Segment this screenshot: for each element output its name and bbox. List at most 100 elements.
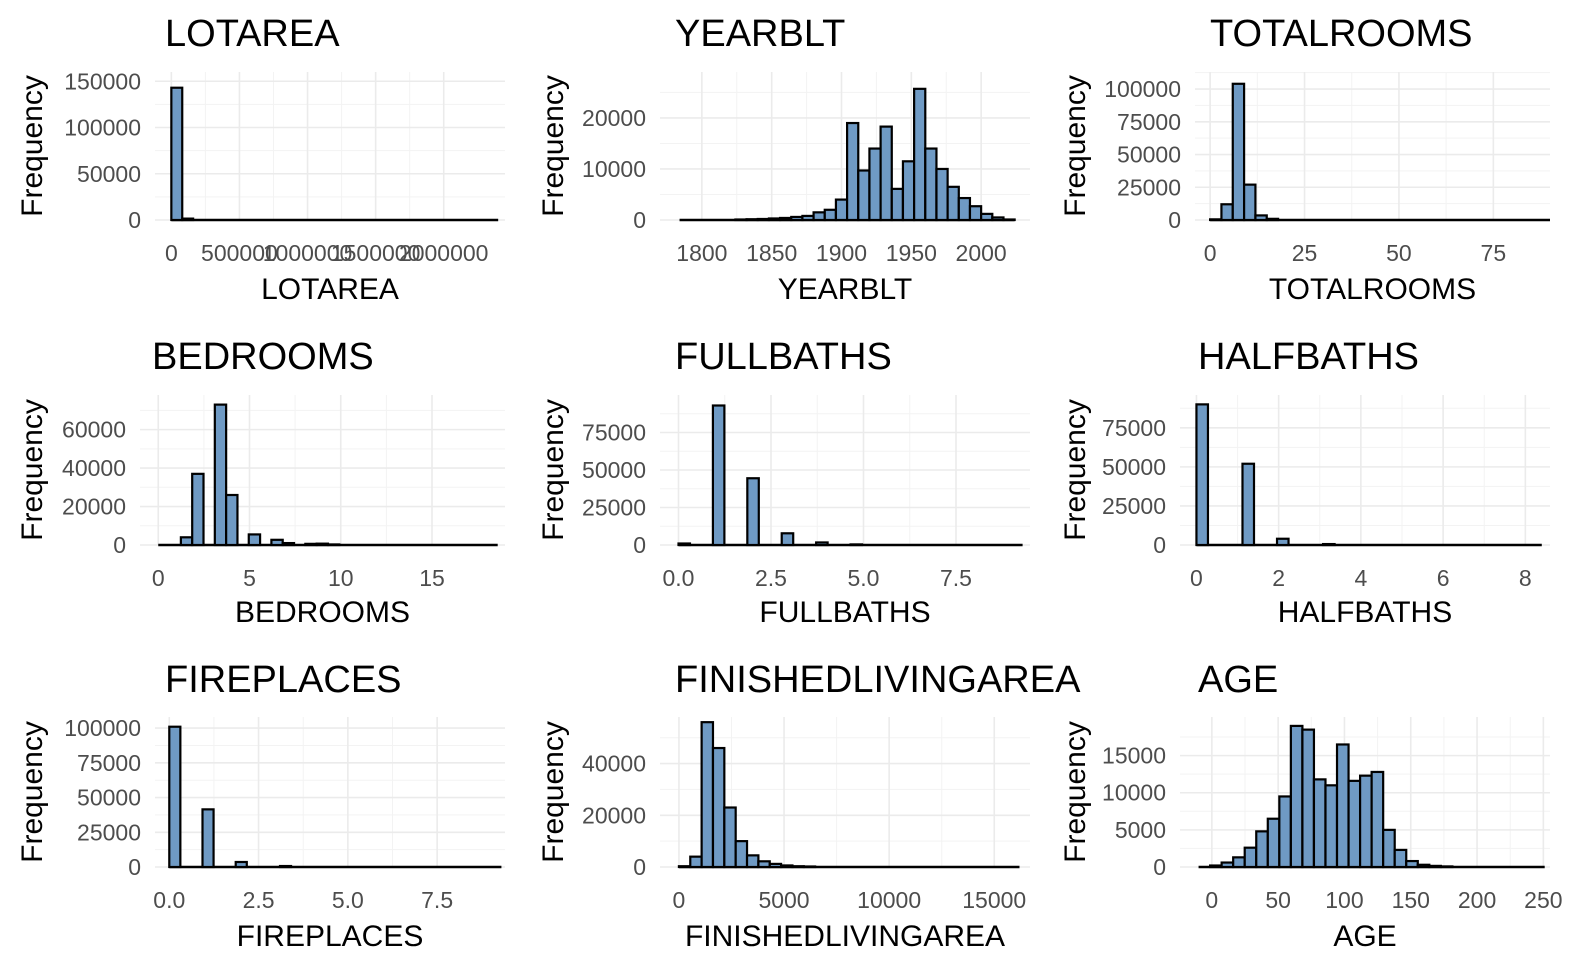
histogram-bar xyxy=(935,167,949,222)
x-tick-label: 10000 xyxy=(857,887,921,913)
y-axis-title: Frequency xyxy=(16,399,49,541)
y-axis-title: Frequency xyxy=(1059,721,1092,863)
histogram-bar xyxy=(780,532,795,547)
x-tick-label: 2.5 xyxy=(755,565,787,591)
y-tick-label: 20000 xyxy=(582,105,646,131)
histogram-bar xyxy=(857,169,871,222)
histogram-bar xyxy=(723,806,737,869)
histogram-bar xyxy=(968,205,983,222)
histogram-bar xyxy=(980,212,994,222)
histogram-bar xyxy=(1335,743,1350,869)
x-tick-label: 0 xyxy=(152,565,165,591)
x-axis-title: FINISHEDLIVINGAREA xyxy=(685,920,1005,953)
x-axis-title: BEDROOMS xyxy=(235,596,410,629)
histogram-bar xyxy=(315,542,330,547)
y-tick-label: 0 xyxy=(633,854,646,880)
x-tick-label: 0.0 xyxy=(663,565,695,591)
x-axis-title: FULLBATHS xyxy=(759,596,930,629)
y-tick-label: 0 xyxy=(633,207,646,233)
y-tick-label: 75000 xyxy=(582,420,646,446)
y-axis-title: Frequency xyxy=(16,721,49,863)
histogram-bar xyxy=(1275,537,1290,547)
histogram-bar xyxy=(1209,864,1223,869)
x-tick-label: 50 xyxy=(1386,240,1412,266)
histogram-bar xyxy=(1370,770,1385,869)
histogram-bar xyxy=(1428,864,1442,869)
histogram-panel-age: 0 50 100 150 200 250 0 5000 10000 15000 AGE AGE Freq… xyxy=(1059,659,1563,953)
histogram-bar xyxy=(890,187,905,222)
x-tick-label: 1850 xyxy=(746,240,797,266)
x-axis-title: HALFBATHS xyxy=(1278,596,1452,629)
x-tick-label: 15 xyxy=(419,565,445,591)
histogram-bar xyxy=(326,543,341,547)
histogram-bar xyxy=(1321,542,1336,547)
histogram-bar xyxy=(746,477,760,547)
histogram-bar xyxy=(879,125,893,222)
histogram-bar xyxy=(845,121,860,222)
histogram-bar xyxy=(1195,403,1210,547)
panel-title: BEDROOMS xyxy=(152,336,374,378)
histogram-bar xyxy=(1382,828,1396,869)
y-tick-label: 40000 xyxy=(62,455,126,481)
x-axis-title: AGE xyxy=(1333,920,1396,953)
x-axis-title: FIREPLACES xyxy=(237,920,424,953)
histogram-bar xyxy=(1301,728,1316,869)
histogram-bar xyxy=(1358,774,1373,869)
y-tick-label: 50000 xyxy=(77,161,141,187)
y-axis-title: Frequency xyxy=(537,721,570,863)
histogram-bar xyxy=(170,86,184,222)
histogram-bar xyxy=(779,864,794,869)
y-tick-label: 20000 xyxy=(582,802,646,828)
x-tick-label: 5.0 xyxy=(332,887,364,913)
histogram-bar xyxy=(1220,203,1234,222)
y-tick-label: 0 xyxy=(633,532,646,558)
x-tick-label: 5000 xyxy=(758,887,809,913)
histogram-bar xyxy=(802,865,817,869)
histogram-bar xyxy=(1241,462,1256,547)
panel-title: YEARBLT xyxy=(675,13,845,55)
histogram-bar xyxy=(1002,218,1016,222)
histogram-bar xyxy=(1324,784,1339,869)
x-tick-label: 500000 xyxy=(201,240,278,266)
histogram-bar xyxy=(946,185,960,222)
histogram-bar xyxy=(768,862,783,869)
x-tick-label: 0.0 xyxy=(153,887,185,913)
x-tick-label: 1800 xyxy=(676,240,727,266)
histogram-bar xyxy=(734,218,748,222)
histogram-bar xyxy=(1278,795,1292,869)
histogram-panel-bedrooms: 0 5 10 15 0 20000 40000 60000 BEDROOMS BEDROOMS Fr… xyxy=(16,336,505,629)
histogram-bar xyxy=(924,147,938,222)
y-tick-label: 0 xyxy=(1153,532,1166,558)
histogram-bar xyxy=(745,218,759,222)
panel-title: FIREPLACES xyxy=(165,659,402,701)
histogram-bar xyxy=(1209,218,1223,222)
y-tick-label: 50000 xyxy=(1102,454,1166,480)
y-tick-label: 25000 xyxy=(582,495,646,521)
histogram-bar xyxy=(234,860,248,869)
histogram-bar xyxy=(1393,848,1408,869)
histogram-bar xyxy=(201,808,215,869)
x-tick-label: 25 xyxy=(1292,240,1318,266)
x-axis-title: YEARBLT xyxy=(778,273,913,306)
histogram-bar xyxy=(225,493,239,547)
y-axis-title: Frequency xyxy=(537,75,570,217)
histogram-bar xyxy=(1405,859,1419,869)
histogram-bar xyxy=(1265,217,1280,222)
histogram-bar xyxy=(767,217,782,222)
y-tick-label: 40000 xyxy=(582,751,646,777)
histogram-bar xyxy=(689,855,703,869)
histogram-bar xyxy=(677,865,692,869)
y-tick-label: 0 xyxy=(1153,854,1166,880)
histogram-panel-finishedlivingarea: 0 5000 10000 15000 0 20000 40000 FINISHEDLIVING… xyxy=(537,659,1081,953)
histogram-bar xyxy=(1232,856,1246,869)
y-tick-label: 25000 xyxy=(1117,174,1181,200)
histogram-bar xyxy=(247,533,262,547)
histogram-bar xyxy=(1347,779,1362,869)
panel-title: FULLBATHS xyxy=(675,336,892,378)
x-tick-label: 0 xyxy=(1205,887,1218,913)
histogram-bar xyxy=(278,864,293,869)
y-tick-label: 100000 xyxy=(1104,76,1181,102)
x-tick-label: 1950 xyxy=(886,240,937,266)
